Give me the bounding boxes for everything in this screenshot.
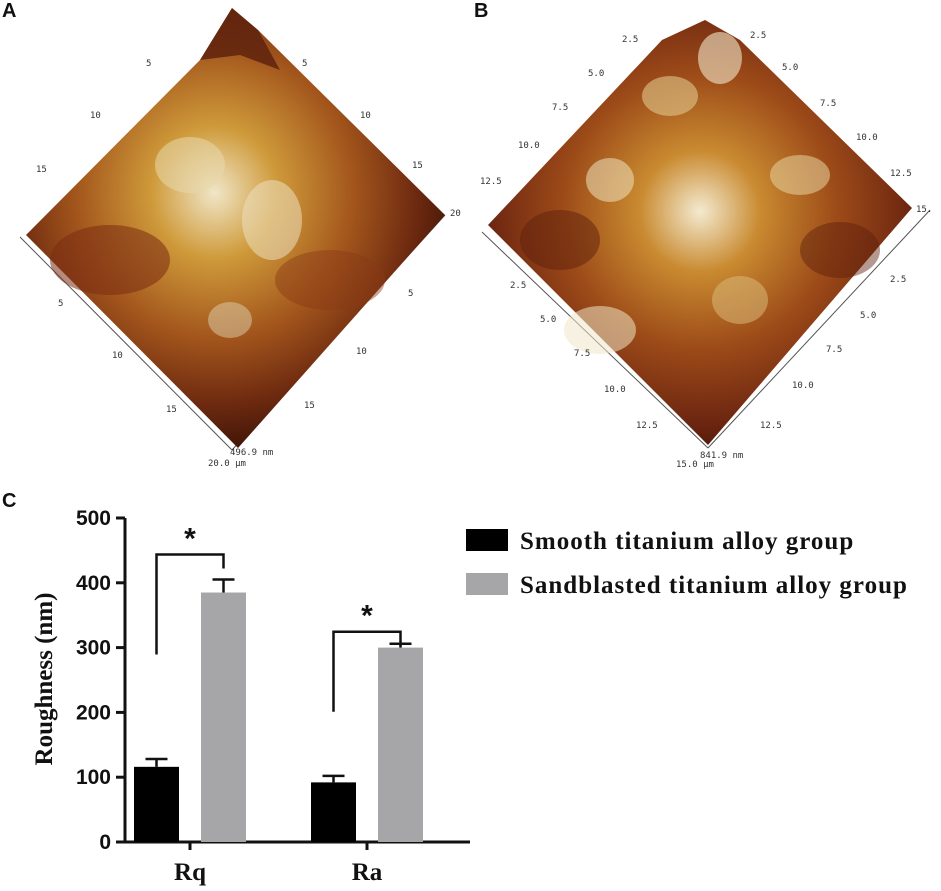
afm-a-tick-rb-2: 10 [356,347,367,357]
afm-b-tick-lb-5: 12.5 [636,421,658,431]
afm-b-tick-rb-4: 10.0 [792,381,814,391]
y-tick-label: 400 [76,572,111,595]
y-tick-label: 500 [76,507,111,530]
afm-b-tick-lb-2: 5.0 [540,315,556,325]
afm-a-z-readout: 496.9 nm [230,448,273,458]
bar [311,782,356,842]
y-tick-label: 200 [76,701,111,724]
afm-a-tick-rt-4: 20 [450,209,461,219]
afm-a-tick-rb-1: 5 [408,289,413,299]
afm-a-tick-lb-3: 15 [166,405,177,415]
panel-label-a: A [2,0,17,22]
afm-b-z-readout: 841.9 nm [700,451,743,461]
afm-b-tick-rb-5: 12.5 [760,421,782,431]
significance-bracket [155,553,225,655]
afm-a-corner-readout: 20.0 μm [208,459,246,469]
afm-b-tick-lb-3: 7.5 [574,349,590,359]
afm-a-tick-rb-3: 15 [304,401,315,411]
afm-b-tick-lt-3: 7.5 [552,103,568,113]
bar [378,647,423,842]
panel-label-b: B [474,0,489,22]
afm-a-tick-lt-2: 10 [90,111,101,121]
legend-swatch [466,573,508,595]
chart-significance: ** [155,523,402,712]
panel-label-c: C [2,490,17,512]
afm-b-tick-lt-5: 12.5 [480,177,502,187]
afm-b-corner-readout: 15.0 μm [676,460,714,470]
afm-image-b: 2.5 5.0 7.5 10.0 12.5 2.5 5.0 7.5 10.0 1… [480,20,932,470]
y-axis-title: Roughness (nm) [31,593,58,766]
afm-b-tick-rt-5: 12.5 [890,169,912,179]
afm-a-tick-lt-3: 15 [36,165,47,175]
legend-swatch [466,529,508,551]
afm-b-tick-rb-2: 5.0 [860,311,876,321]
afm-b-tick-lt-4: 10.0 [518,141,540,151]
afm-image-a: 5 10 15 5 10 15 20 5 10 15 5 10 15 496.9… [19,8,461,469]
x-tick-label: Rq [174,859,206,886]
chart-legend: Smooth titanium alloy group Sandblasted t… [466,528,908,599]
afm-a-tick-rt-1: 5 [302,59,307,69]
afm-b-tick-lt-2: 5.0 [588,69,604,79]
afm-b-tick-rb-3: 7.5 [826,345,842,355]
significance-star: * [361,600,373,633]
y-tick-label: 0 [99,831,111,854]
afm-a-tick-rt-3: 15 [412,161,423,171]
afm-b-tick-rt-1: 2.5 [750,31,766,41]
y-tick-label: 100 [76,766,111,789]
chart-axes: 0 100 200 300 400 500 Rq Ra [76,507,470,886]
afm-b-tick-rb-1: 2.5 [890,275,906,285]
afm-a-tick-lt-1: 5 [146,59,151,69]
afm-b-tick-rt-3: 7.5 [820,99,836,109]
significance-star: * [184,523,196,556]
afm-surface-a [26,8,445,448]
afm-b-tick-lb-4: 10.0 [604,385,626,395]
afm-a-tick-rt-2: 10 [360,111,371,121]
x-tick-label: Ra [352,859,383,886]
y-tick-label: 300 [76,637,111,660]
bar [134,766,179,842]
afm-a-tick-lb-2: 10 [112,351,123,361]
legend-label: Sandblasted titanium alloy group [520,572,908,599]
afm-b-tick-rt-4: 10.0 [856,133,878,143]
afm-b-tick-rt-6: 15. [916,205,932,215]
afm-b-tick-rt-2: 5.0 [782,63,798,73]
chart-bars [134,578,423,842]
legend-label: Smooth titanium alloy group [520,528,854,555]
afm-b-tick-lt-1: 2.5 [622,35,638,45]
bar [201,592,246,842]
afm-a-tick-lb-1: 5 [58,299,63,309]
afm-b-tick-lb-1: 2.5 [510,281,526,291]
significance-bracket [332,630,402,712]
afm-surface-b [488,20,912,445]
